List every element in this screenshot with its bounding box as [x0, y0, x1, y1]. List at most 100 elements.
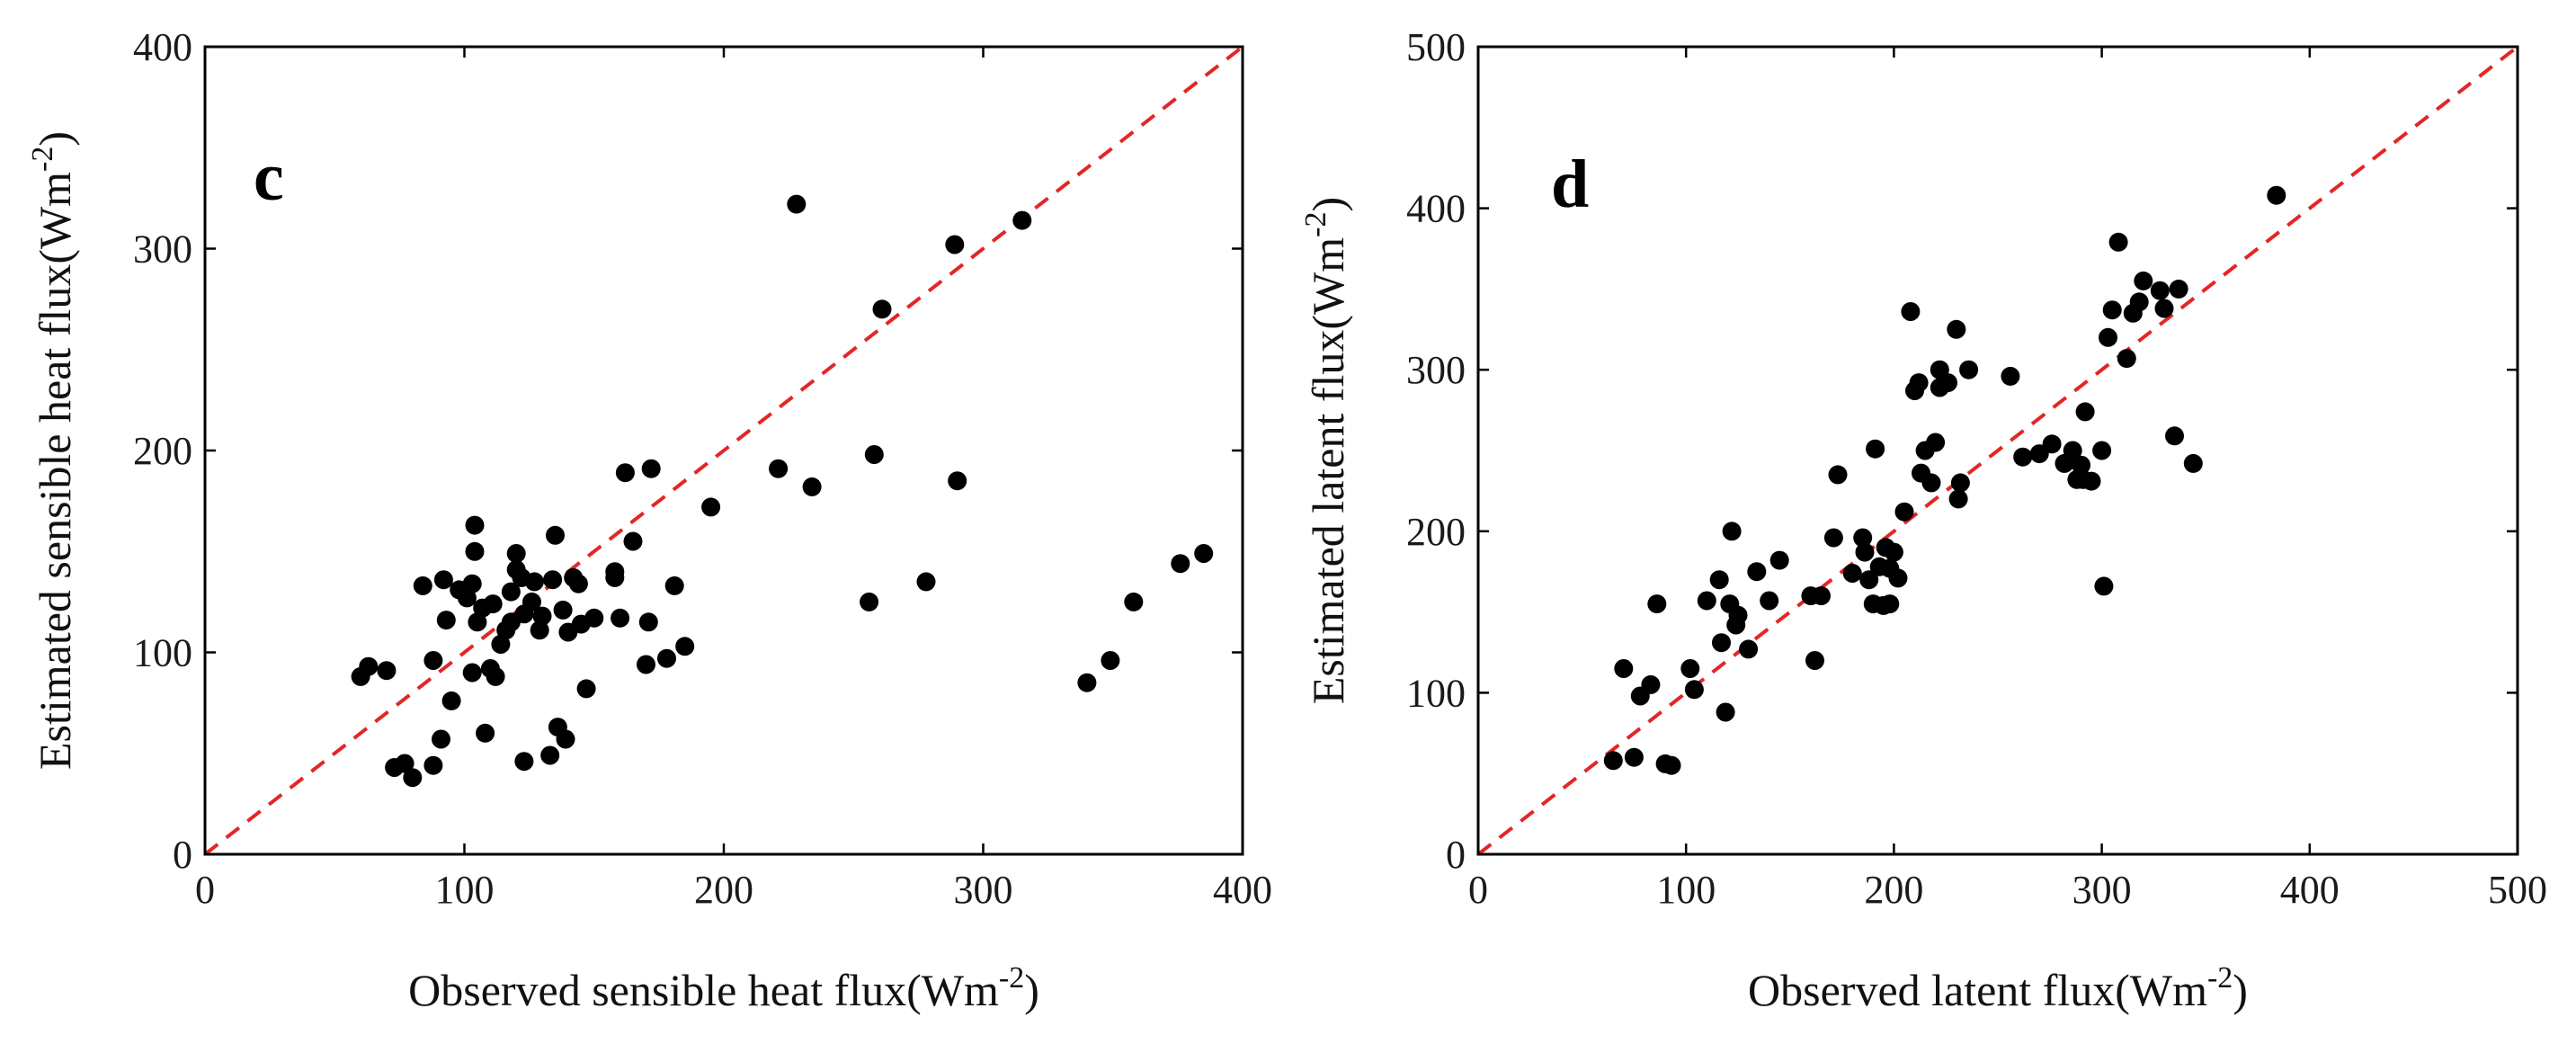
x-tick-label: 200: [1864, 868, 1923, 912]
y-axis-title: Estimated sensible heat flux(Wm-2): [26, 131, 80, 770]
x-axis-title: Observed sensible heat flux(Wm-2): [408, 961, 1039, 1015]
data-point: [403, 768, 423, 788]
data-point: [2165, 426, 2184, 446]
x-tick-label: 100: [435, 868, 495, 912]
data-point: [802, 477, 822, 496]
data-point: [501, 582, 521, 602]
data-point: [1901, 302, 1921, 321]
data-point: [1769, 550, 1789, 570]
data-point: [1739, 639, 1759, 659]
data-point: [641, 459, 661, 478]
data-point: [1171, 554, 1190, 574]
reference-line-1to1: [203, 45, 1244, 856]
data-point: [423, 755, 443, 775]
data-point: [2169, 279, 2188, 299]
data-point: [1697, 591, 1716, 611]
data-point: [1647, 594, 1667, 614]
data-point: [1716, 702, 1735, 722]
y-tick-label: 100: [133, 631, 192, 675]
data-point: [1859, 570, 1879, 590]
data-point: [465, 515, 485, 535]
x-axis-title-superscript: -2: [2207, 961, 2233, 995]
reference-line-1to1: [1476, 45, 2519, 856]
data-point: [1823, 528, 1843, 548]
x-tick-label: 0: [1468, 868, 1488, 912]
data-point: [1614, 659, 1634, 678]
data-point: [1012, 210, 1032, 230]
y-tick-label: 0: [173, 833, 192, 877]
data-point: [1747, 562, 1767, 582]
data-point: [1866, 439, 1885, 459]
data-point: [1894, 502, 1914, 522]
data-point: [1855, 542, 1875, 562]
data-point: [1760, 591, 1779, 611]
data-point: [514, 752, 534, 772]
x-tick-label: 0: [195, 868, 215, 912]
data-point: [436, 611, 456, 630]
y-tick-label: 200: [133, 429, 192, 473]
x-axis-title-main: Observed latent flux(Wm: [1748, 965, 2207, 1015]
data-point: [465, 541, 485, 561]
data-point: [1888, 568, 1908, 588]
data-point: [553, 600, 573, 620]
data-point: [1712, 633, 1731, 653]
data-point: [1680, 659, 1700, 678]
data-point: [462, 663, 482, 683]
x-tick-label: 200: [694, 868, 753, 912]
data-point: [701, 497, 721, 517]
data-point: [530, 620, 549, 640]
data-point: [1909, 373, 1929, 393]
data-point: [1662, 755, 1681, 775]
x-tick-label: 100: [1656, 868, 1716, 912]
data-point: [2150, 281, 2170, 300]
scatter-panel-c: 0 100 200 300 400 0 100 200 300 400 c Observed sens…: [26, 25, 1272, 1015]
data-point: [540, 745, 560, 765]
x-tick-label: 500: [2488, 868, 2547, 912]
data-point: [1194, 544, 1214, 563]
x-tick-label: 300: [2072, 868, 2132, 912]
y-axis-title-end: ): [1303, 197, 1353, 212]
data-point: [433, 570, 453, 590]
data-point: [1805, 651, 1824, 670]
data-point: [638, 612, 658, 632]
data-point: [532, 606, 552, 626]
data-point: [377, 661, 397, 681]
data-point: [1728, 605, 1748, 625]
y-axis-title: Estimated latent flux(Wm-2): [1299, 197, 1353, 704]
y-tick-label: 200: [1406, 510, 1466, 554]
data-point: [1921, 473, 1941, 493]
y-tick-label: 300: [1406, 348, 1466, 392]
data-point: [2267, 185, 2286, 205]
scatter-panel-d: 0 100 200 300 400 500 0 100 200 300 400 500 d Observe…: [1299, 25, 2547, 1015]
data-point: [506, 544, 526, 563]
data-point: [916, 572, 936, 592]
data-point: [948, 471, 967, 491]
data-point: [2117, 349, 2136, 369]
data-point: [2183, 453, 2203, 473]
y-axis-title-superscript: -2: [26, 147, 59, 172]
data-point: [2042, 434, 2062, 454]
data-point: [1101, 651, 1120, 670]
data-point: [637, 655, 655, 674]
data-point: [576, 679, 596, 699]
data-point: [611, 608, 630, 628]
data-point: [1124, 592, 1144, 611]
data-point: [2092, 441, 2112, 460]
data-point: [462, 574, 482, 593]
x-axis-title-main: Observed sensible heat flux(Wm: [408, 965, 999, 1015]
data-point: [1624, 747, 1644, 767]
data-point: [1853, 528, 1873, 548]
data-point: [860, 592, 879, 611]
data-point: [543, 570, 563, 590]
data-point: [1842, 564, 1862, 583]
data-point: [423, 651, 443, 670]
data-point: [413, 576, 432, 595]
x-tick-label: 400: [1213, 868, 1272, 912]
data-point: [657, 648, 676, 668]
y-tick-label: 400: [133, 25, 192, 69]
data-point: [664, 576, 684, 595]
data-point: [945, 235, 965, 254]
y-tick-label: 400: [1406, 187, 1466, 231]
y-tick-label: 100: [1406, 671, 1466, 715]
